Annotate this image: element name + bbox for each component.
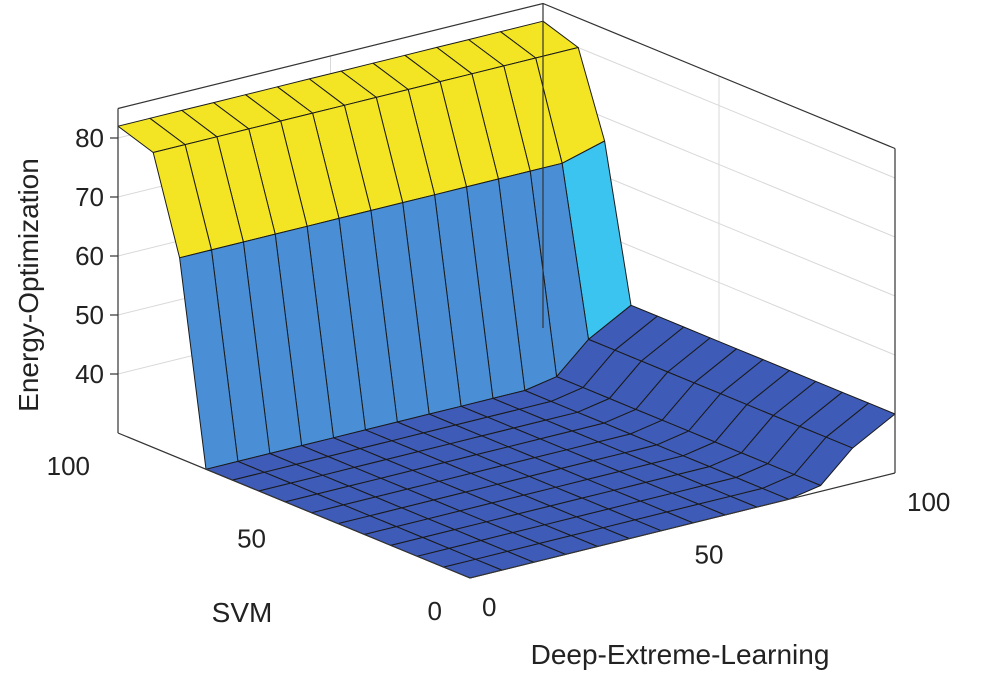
surface-mesh: [117, 20, 896, 579]
z-tick-label: 70: [75, 182, 104, 212]
tick-labels: 40 50 60 70 80 0 50 100 0 50 100: [47, 123, 951, 626]
x-axis-label: Deep-Extreme-Learning: [531, 639, 830, 670]
y-tick-label: 50: [237, 524, 266, 554]
z-tick-label: 80: [75, 123, 104, 153]
x-tick-label: 50: [695, 540, 724, 570]
axis-labels: Energy-Optimization Deep-Extreme-Learnin…: [13, 158, 829, 670]
z-tick-label: 40: [75, 359, 104, 389]
y-axis-label: SVM: [212, 597, 273, 628]
x-tick-label: 100: [907, 487, 950, 517]
y-tick-label: 0: [428, 596, 442, 626]
z-tick-label: 60: [75, 241, 104, 271]
axes-box: [117, 2, 896, 579]
x-tick-label: 0: [482, 592, 496, 622]
y-tick-label: 100: [47, 451, 90, 481]
floor-front-edge: [117, 432, 896, 579]
z-axis-label: Energy-Optimization: [13, 158, 44, 412]
z-tick-label: 50: [75, 300, 104, 330]
